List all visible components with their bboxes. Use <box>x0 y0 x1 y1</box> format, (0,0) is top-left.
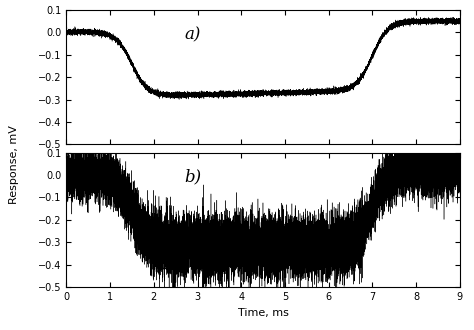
Text: b): b) <box>184 169 201 186</box>
X-axis label: Time, ms: Time, ms <box>237 308 289 317</box>
Text: Response, mV: Response, mV <box>9 125 19 205</box>
Text: a): a) <box>184 26 201 43</box>
Bar <box>162 238 170 268</box>
